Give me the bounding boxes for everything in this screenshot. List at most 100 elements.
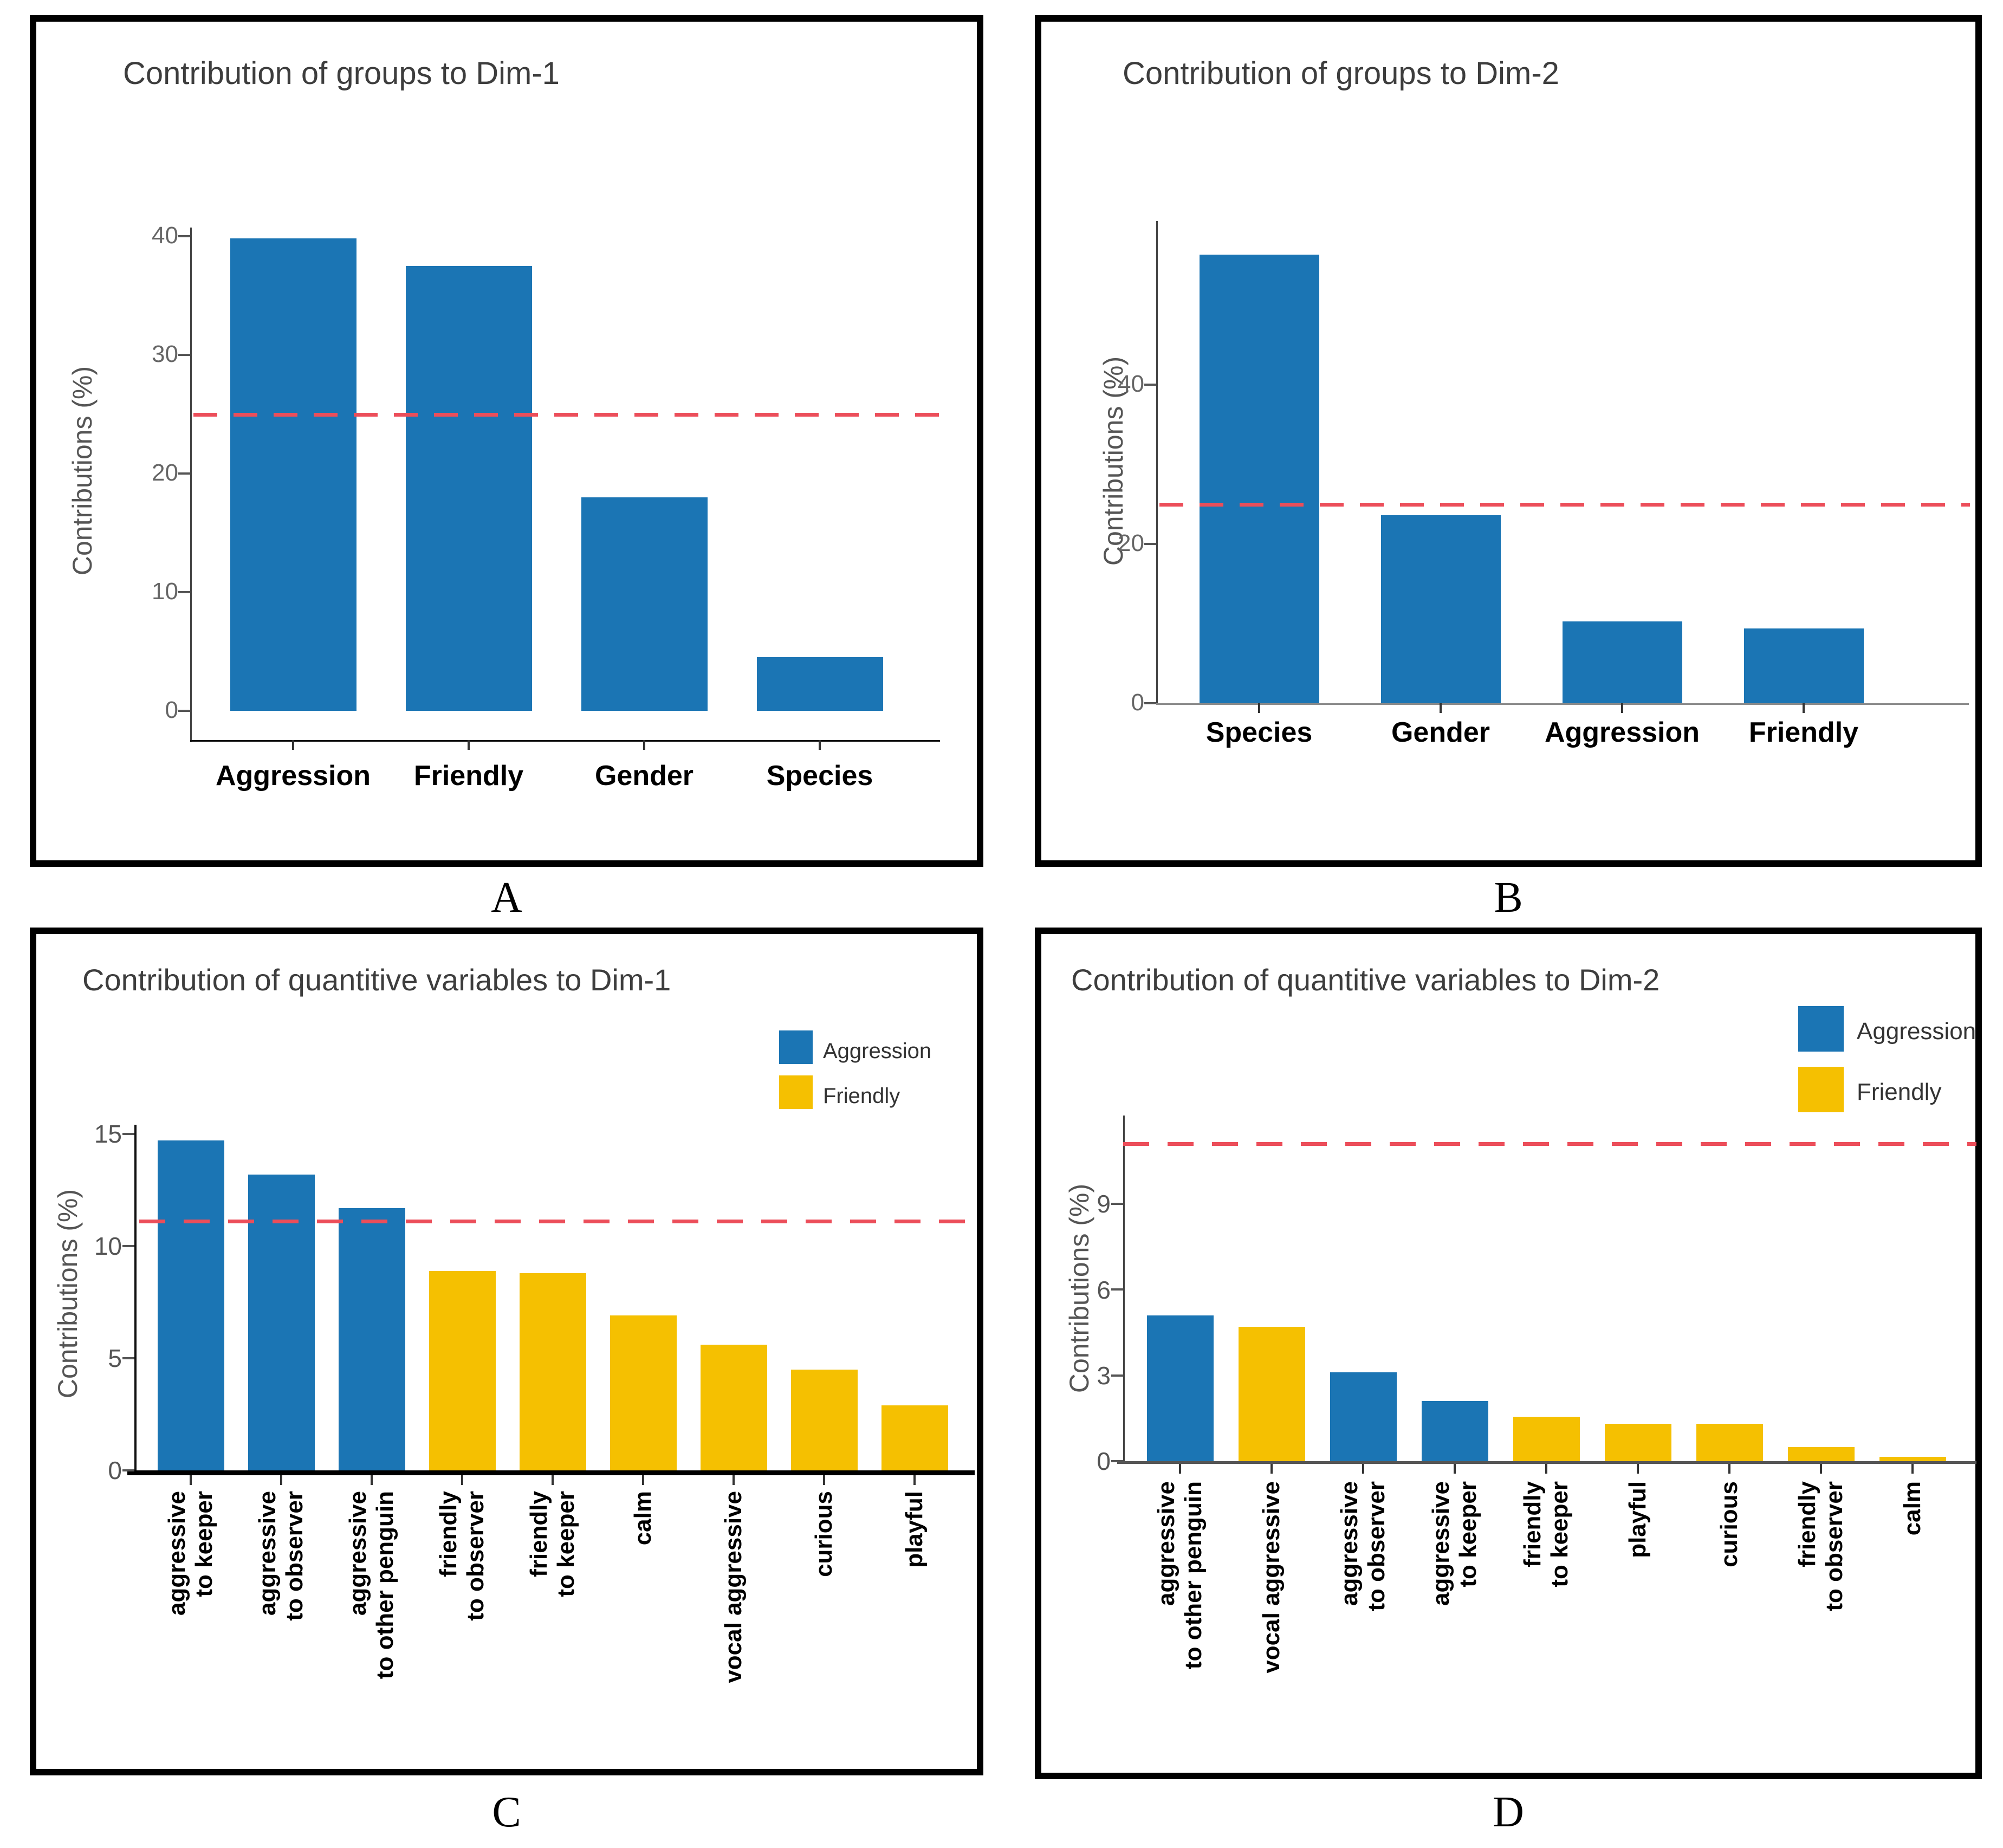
x-category-label-text: vocal aggressive xyxy=(1258,1481,1285,1674)
x-tick-mark xyxy=(1637,1464,1639,1474)
y-tick-mark xyxy=(122,1245,134,1247)
legend-swatch xyxy=(779,1075,813,1109)
chart-title: Contribution of quantitive variables to … xyxy=(1071,963,1660,997)
y-tick-label: 20 xyxy=(152,459,178,487)
bar xyxy=(1787,1447,1855,1461)
y-axis-line xyxy=(1156,221,1158,704)
bar xyxy=(248,1174,315,1470)
x-tick-mark xyxy=(1440,703,1442,713)
y-tick-mark xyxy=(122,1357,134,1359)
legend-swatch xyxy=(779,1030,813,1064)
bar xyxy=(1238,1326,1305,1461)
y-tick-label: 3 xyxy=(1097,1361,1111,1390)
y-tick-label: 0 xyxy=(1131,689,1144,716)
x-category-label-text: playful xyxy=(901,1491,928,1568)
x-tick-mark xyxy=(1803,703,1805,713)
y-tick-label: 30 xyxy=(152,341,178,368)
x-category-label: Friendly xyxy=(1748,717,1859,748)
panel-c: Contribution of quantitive variables to … xyxy=(30,928,983,1775)
legend-label: Friendly xyxy=(1857,1079,1942,1105)
y-tick-label: 10 xyxy=(152,578,178,605)
chart-a: Contribution of groups to Dim-1 Contribut… xyxy=(36,22,977,860)
x-tick-mark xyxy=(1454,1464,1456,1474)
y-tick-label: 0 xyxy=(1097,1447,1111,1476)
chart-title: Contribution of groups to Dim-1 xyxy=(123,56,560,91)
bar xyxy=(700,1345,767,1470)
x-category-label-text: vocal aggressive xyxy=(720,1491,747,1683)
x-category-label: Aggression xyxy=(1544,717,1700,748)
x-tick-mark xyxy=(913,1475,916,1485)
chart-title: Contribution of groups to Dim-2 xyxy=(1123,56,1559,91)
bar xyxy=(1696,1424,1763,1461)
x-tick-mark xyxy=(643,740,645,750)
x-tick-mark xyxy=(1820,1464,1822,1474)
legend-swatch xyxy=(1798,1067,1844,1112)
chart-c: Contribution of quantitive variables to … xyxy=(36,934,977,1769)
y-tick-mark xyxy=(1111,1202,1123,1205)
y-tick-label: 15 xyxy=(94,1120,122,1149)
x-tick-mark xyxy=(1728,1464,1730,1474)
panel-letter-a: A xyxy=(491,874,522,922)
x-tick-mark xyxy=(1362,1464,1364,1474)
bar xyxy=(790,1369,858,1470)
bar xyxy=(756,657,883,711)
x-tick-mark xyxy=(1179,1464,1181,1474)
bar xyxy=(1513,1417,1580,1461)
x-tick-mark xyxy=(1258,703,1260,713)
y-tick-mark xyxy=(178,591,190,593)
x-tick-mark xyxy=(1621,703,1623,713)
x-tick-mark xyxy=(823,1475,825,1485)
bar xyxy=(1604,1424,1671,1461)
y-tick-mark xyxy=(1144,543,1156,545)
chart-title: Contribution of quantitive variables to … xyxy=(82,963,671,997)
bar xyxy=(1330,1372,1397,1461)
x-category-label-text: curious xyxy=(1716,1481,1742,1567)
y-tick-mark xyxy=(122,1469,134,1471)
y-tick-mark xyxy=(178,710,190,712)
x-category-label-text: friendly to observer xyxy=(435,1491,489,1621)
y-tick-mark xyxy=(1144,702,1156,704)
bar xyxy=(581,497,708,711)
x-tick-mark xyxy=(190,1475,192,1485)
x-tick-mark xyxy=(1911,1464,1914,1474)
x-category-label-text: aggressive to observer xyxy=(1336,1481,1390,1611)
bar xyxy=(429,1270,496,1470)
x-category-label: Gender xyxy=(594,760,694,792)
x-category-label-text: aggressive to observer xyxy=(254,1491,308,1621)
x-tick-mark xyxy=(1270,1464,1273,1474)
panel-b: Contribution of groups to Dim-2 Contribut… xyxy=(1035,15,1982,867)
y-tick-mark xyxy=(178,354,190,356)
x-category-label-text: aggressive to keeper xyxy=(1428,1481,1481,1606)
legend-swatch xyxy=(1798,1006,1844,1052)
bar xyxy=(1199,255,1319,703)
x-tick-mark xyxy=(819,740,821,750)
x-tick-mark xyxy=(642,1475,644,1485)
bar xyxy=(405,265,532,711)
bar xyxy=(881,1405,948,1470)
x-axis-line xyxy=(1156,703,1969,705)
legend-label: Aggression xyxy=(823,1039,932,1063)
x-tick-mark xyxy=(733,1475,735,1485)
bar xyxy=(1879,1457,1946,1461)
x-category-label: Gender xyxy=(1391,717,1490,748)
y-axis-title: Contributions (%) xyxy=(1098,356,1129,566)
x-tick-mark xyxy=(552,1475,554,1485)
bar xyxy=(157,1140,224,1470)
panel-a: Contribution of groups to Dim-1 Contribut… xyxy=(30,15,983,867)
x-axis-line xyxy=(1117,1461,1976,1464)
x-category-label: Species xyxy=(766,760,873,792)
bar xyxy=(338,1208,405,1470)
x-category-label-text: aggressive to other penguin xyxy=(345,1491,398,1680)
x-category-label-text: friendly to keeper xyxy=(526,1491,579,1597)
x-category-label: Aggression xyxy=(215,760,371,792)
x-tick-mark xyxy=(371,1475,373,1485)
y-tick-mark xyxy=(178,472,190,475)
y-tick-label: 40 xyxy=(152,222,178,249)
y-tick-label: 0 xyxy=(165,697,178,724)
legend-label: Friendly xyxy=(823,1084,900,1108)
y-axis-line xyxy=(134,1125,137,1474)
x-category-label-text: aggressive to other penguin xyxy=(1153,1481,1207,1670)
x-axis-line xyxy=(127,1470,975,1475)
x-category-label-text: calm xyxy=(630,1491,656,1546)
y-tick-label: 10 xyxy=(94,1232,122,1261)
